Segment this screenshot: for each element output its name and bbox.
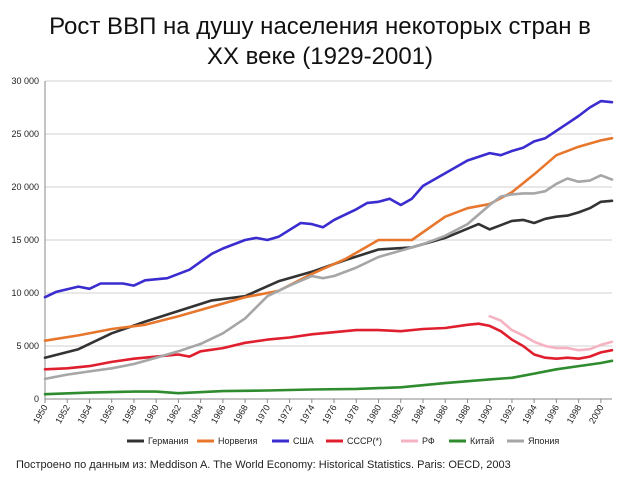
x-tick-label: 2000 (587, 403, 606, 425)
y-tick-label: 30 000 (11, 76, 39, 86)
x-tick-label: 1984 (409, 403, 428, 425)
x-tick-label: 1998 (565, 403, 584, 425)
legend-label: Япония (528, 436, 559, 446)
x-tick-label: 1988 (454, 403, 473, 425)
y-tick-label: 20 000 (11, 182, 39, 192)
legend-label: Китай (470, 436, 494, 446)
series-line-1 (43, 136, 614, 343)
x-tick-label: 1992 (498, 403, 517, 425)
x-tick-label: 1974 (298, 403, 317, 425)
x-tick-label: 1986 (431, 403, 450, 425)
x-axis-ticks: 1950 1952 1954 1956 1958 1960 1962 1964 1966 1968… (31, 399, 606, 425)
y-axis-ticks: 0 5 000 10 000 15 000 20 000 25 000 30 000 (11, 76, 39, 404)
x-tick-label: 1996 (542, 403, 561, 425)
x-tick-label: 1976 (320, 403, 339, 425)
chart-title: Рост ВВП на душу населения некоторых стр… (49, 13, 591, 70)
x-tick-label: 1956 (98, 403, 117, 425)
x-tick-label: 1960 (142, 403, 161, 425)
legend-label: Норвегия (218, 436, 258, 446)
series-lines (43, 99, 614, 396)
series-line-0 (43, 199, 614, 360)
x-tick-label: 1954 (76, 403, 95, 425)
y-tick-label: 5 000 (16, 341, 39, 351)
x-tick-label: 1950 (31, 403, 50, 425)
x-tick-label: 1982 (387, 403, 406, 425)
x-tick-label: 1980 (365, 403, 384, 425)
x-tick-label: 1970 (253, 403, 272, 425)
x-tick-label: 1962 (164, 403, 183, 425)
legend-label: СССР(*) (347, 436, 382, 446)
x-tick-label: 1978 (342, 403, 361, 425)
x-tick-label: 1990 (476, 403, 495, 425)
y-tick-label: 0 (34, 394, 39, 404)
legend-label: США (293, 436, 314, 446)
series-line-4 (488, 314, 614, 352)
legend: Германия Норвегия США СССР(*) РФ Китай Япония (127, 436, 559, 446)
series-line-2 (43, 99, 614, 299)
x-tick-label: 1972 (276, 403, 295, 425)
gridlines (45, 80, 612, 347)
legend-label: РФ (422, 436, 435, 446)
plot-frame (44, 81, 612, 400)
series-line-5 (43, 359, 614, 396)
x-tick-label: 1968 (231, 403, 250, 425)
y-tick-label: 10 000 (11, 288, 39, 298)
legend-label: Германия (148, 436, 188, 446)
y-tick-label: 15 000 (11, 235, 39, 245)
x-tick-label: 1966 (209, 403, 228, 425)
series-line-6 (43, 174, 614, 381)
x-tick-label: 1958 (120, 403, 139, 425)
x-tick-label: 1964 (187, 403, 206, 425)
x-tick-label: 1994 (520, 403, 539, 425)
source-note: Построено по данным из: Meddison A. The … (16, 459, 511, 471)
x-tick-label: 1952 (53, 403, 72, 425)
y-tick-label: 25 000 (11, 129, 39, 139)
